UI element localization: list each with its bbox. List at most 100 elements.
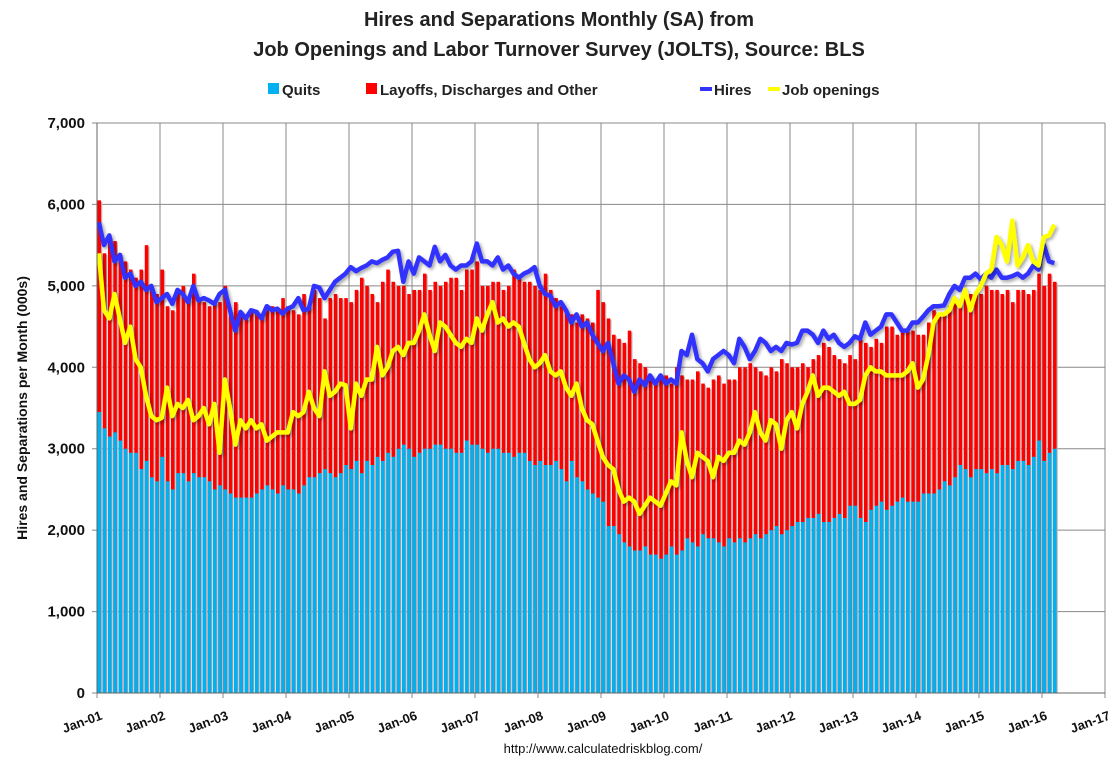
bar-layoffs — [606, 318, 611, 693]
y-tick-label: 2,000 — [47, 522, 85, 539]
bar-quits — [349, 469, 354, 693]
bar-quits — [512, 456, 516, 693]
bar-quits — [806, 517, 810, 693]
bar-quits — [412, 456, 417, 693]
bar-quits — [344, 465, 348, 693]
bar-quits — [129, 452, 133, 693]
x-tick-label: Jan-09 — [564, 708, 608, 736]
bar-quits — [633, 550, 637, 693]
bar-quits — [139, 469, 144, 693]
bar-quits — [811, 517, 816, 693]
bar-quits — [680, 550, 684, 693]
bar-quits — [176, 473, 180, 693]
bar-quits — [291, 489, 296, 693]
bar-quits — [1026, 465, 1031, 693]
bar-quits — [722, 546, 726, 693]
bar-quits — [501, 452, 506, 693]
bar-quits — [585, 489, 590, 693]
bar-quits — [575, 477, 579, 693]
bar-layoffs — [627, 330, 632, 693]
bar-quits — [748, 538, 753, 693]
bar-quits — [302, 485, 306, 693]
x-tick-label: Jan-08 — [501, 708, 545, 736]
bar-quits — [307, 477, 312, 693]
bar-quits — [312, 477, 317, 693]
bar-quits — [260, 489, 264, 693]
bar-quits — [780, 534, 784, 693]
legend: Quits Layoffs, Discharges and Other Hires J… — [268, 82, 880, 99]
bar-layoffs — [732, 379, 737, 693]
bar-quits — [428, 448, 432, 693]
bar-quits — [360, 473, 364, 693]
x-tick-label: Jan-01 — [60, 708, 104, 736]
y-tick-label: 0 — [77, 685, 85, 702]
bar-quits — [160, 456, 165, 693]
bar-layoffs — [785, 363, 789, 693]
bar-quits — [717, 542, 721, 693]
bar-layoffs — [612, 334, 616, 693]
bar-layoffs — [864, 342, 868, 693]
bar-quits — [622, 542, 627, 693]
bar-quits — [822, 522, 826, 693]
bar-quits — [606, 526, 611, 693]
bar-quits — [491, 448, 495, 693]
bar-quits — [1053, 448, 1057, 693]
bar-quits — [365, 460, 369, 693]
bar-quits — [617, 534, 621, 693]
bar-quits — [354, 460, 359, 693]
bar-quits — [564, 481, 569, 693]
bar-quits — [333, 477, 338, 693]
x-tick-label: Jan-03 — [186, 708, 230, 736]
bar-layoffs — [769, 367, 774, 693]
bar-quits — [559, 469, 564, 693]
bar-quits — [879, 501, 884, 693]
bar-quits — [675, 554, 679, 693]
bar-layoffs — [617, 338, 621, 693]
x-tick-label: Jan-11 — [691, 708, 734, 736]
bar-layoffs — [827, 346, 831, 693]
bar-quits — [108, 436, 112, 693]
x-tick-label: Jan-13 — [816, 708, 860, 736]
bar-quits — [906, 501, 910, 693]
bar-layoffs — [717, 375, 721, 693]
series-line-hires — [96, 221, 1055, 394]
bar-quits — [827, 522, 831, 693]
bar-layoffs — [748, 363, 753, 693]
bar-quits — [769, 530, 774, 693]
bar-quits — [654, 554, 658, 693]
bar-quits — [375, 456, 380, 693]
bar-layoffs — [696, 371, 700, 693]
bar-quits — [732, 542, 737, 693]
bar-layoffs — [659, 375, 663, 693]
y-tick-label: 6,000 — [47, 196, 85, 213]
bar-quits — [417, 452, 422, 693]
bar-quits — [318, 473, 322, 693]
bar-quits — [134, 452, 138, 693]
bar-quits — [795, 522, 800, 693]
bar-layoffs — [738, 367, 742, 693]
y-tick-label: 7,000 — [47, 115, 85, 132]
y-tick-label: 1,000 — [47, 604, 85, 621]
bar-quits — [286, 489, 291, 693]
bar-quits — [533, 465, 537, 693]
bar-quits — [144, 460, 149, 693]
bar-quits — [465, 440, 469, 693]
legend-label-hires: Hires — [714, 82, 752, 99]
bar-quits — [948, 485, 952, 693]
y-tick-label: 3,000 — [47, 441, 85, 458]
bar-layoffs — [633, 359, 637, 693]
bar-quits — [496, 448, 501, 693]
bar-quits — [475, 444, 480, 693]
bar-quits — [995, 473, 999, 693]
bar-layoffs — [654, 379, 658, 693]
bar-quits — [202, 477, 207, 693]
bar-quits — [459, 452, 464, 693]
bar-quits — [580, 481, 585, 693]
bar-quits — [391, 456, 396, 693]
bar-quits — [181, 473, 186, 693]
bar-layoffs — [680, 375, 684, 693]
bar-quits — [743, 542, 747, 693]
bar-quits — [486, 452, 490, 693]
bar-quits — [890, 505, 894, 693]
